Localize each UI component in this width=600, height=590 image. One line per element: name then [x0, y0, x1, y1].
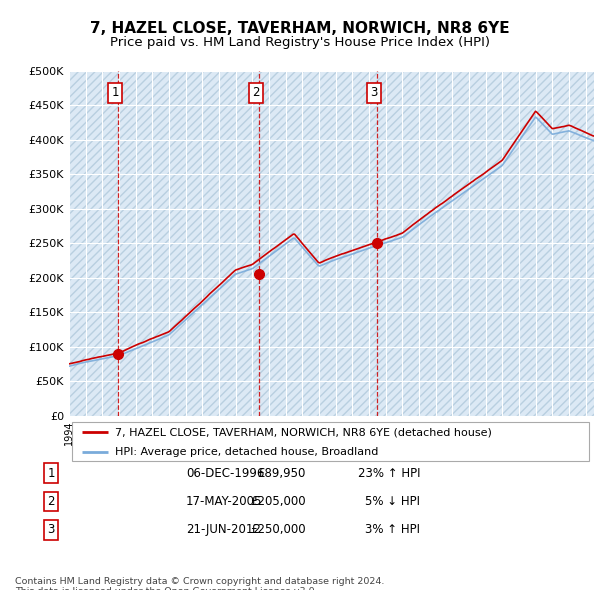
Text: HPI: Average price, detached house, Broadland: HPI: Average price, detached house, Broa…: [115, 447, 379, 457]
Text: 21-JUN-2012: 21-JUN-2012: [186, 523, 261, 536]
Text: 3: 3: [371, 86, 378, 99]
Text: 3: 3: [47, 523, 55, 536]
Text: 1: 1: [112, 86, 119, 99]
Text: 5% ↓ HPI: 5% ↓ HPI: [365, 495, 420, 508]
Text: 23% ↑ HPI: 23% ↑ HPI: [358, 467, 420, 480]
Text: 7, HAZEL CLOSE, TAVERHAM, NORWICH, NR8 6YE: 7, HAZEL CLOSE, TAVERHAM, NORWICH, NR8 6…: [90, 21, 510, 36]
Text: 3% ↑ HPI: 3% ↑ HPI: [365, 523, 420, 536]
Text: £205,000: £205,000: [250, 495, 306, 508]
Text: Contains HM Land Registry data © Crown copyright and database right 2024.
This d: Contains HM Land Registry data © Crown c…: [15, 577, 385, 590]
Text: 17-MAY-2005: 17-MAY-2005: [186, 495, 262, 508]
Text: 2: 2: [253, 86, 260, 99]
Text: 1: 1: [47, 467, 55, 480]
Text: £250,000: £250,000: [250, 523, 306, 536]
Text: Price paid vs. HM Land Registry's House Price Index (HPI): Price paid vs. HM Land Registry's House …: [110, 36, 490, 49]
Text: 7, HAZEL CLOSE, TAVERHAM, NORWICH, NR8 6YE (detached house): 7, HAZEL CLOSE, TAVERHAM, NORWICH, NR8 6…: [115, 427, 492, 437]
FancyBboxPatch shape: [71, 422, 589, 461]
Text: £89,950: £89,950: [257, 467, 306, 480]
Text: 06-DEC-1996: 06-DEC-1996: [186, 467, 265, 480]
Text: 2: 2: [47, 495, 55, 508]
